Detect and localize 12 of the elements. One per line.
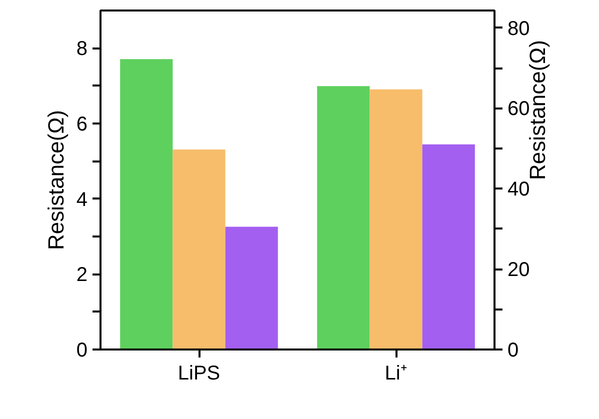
y-tick-label: 6 xyxy=(76,114,88,136)
y-tick-label: 4 xyxy=(76,188,88,211)
x-tick-label: Li⁺ xyxy=(384,362,408,384)
y-tick-label: 0 xyxy=(76,340,88,362)
y-tick-label: 8 xyxy=(76,38,88,60)
y2-tick-label: 80 xyxy=(508,18,530,40)
y2-tick-label: 20 xyxy=(508,259,530,282)
y2-tick-label: 0 xyxy=(508,340,519,362)
y-tick-label: 2 xyxy=(76,264,88,286)
x-tick-label: LiPS xyxy=(178,362,220,384)
y2-tick-label: 40 xyxy=(508,178,530,201)
y-axis-title: Resistance(Ω) xyxy=(43,110,68,250)
